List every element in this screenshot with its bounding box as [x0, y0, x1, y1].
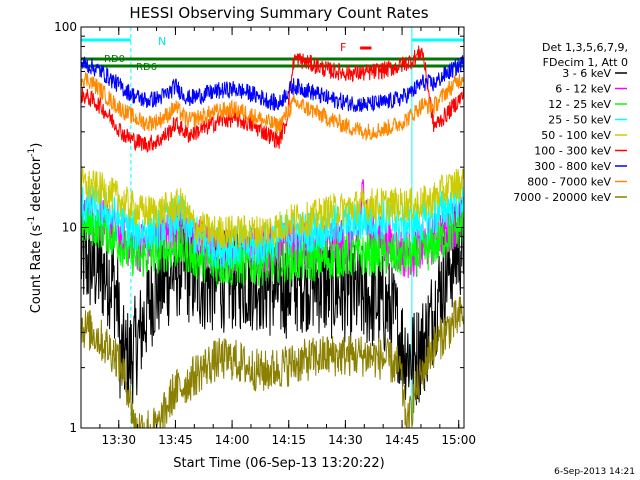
rd-flag-label-2: RD6	[136, 62, 157, 73]
legend-entry-label: 7000 - 20000 keV	[513, 191, 611, 204]
tick-layer: 13:30 13:45 14:00 14:15 14:30 14:45 15:00 1 10 10…	[54, 20, 476, 447]
legend-entry-label: 300 - 800 keV	[534, 160, 611, 173]
x-tick-label: 14:00	[215, 433, 250, 447]
series-line	[81, 199, 464, 406]
legend-entry-label: 12 - 25 keV	[548, 98, 611, 111]
legend-entry-label: 800 - 7000 keV	[527, 176, 611, 189]
series-line	[81, 45, 464, 153]
x-tick-label: 15:00	[441, 433, 476, 447]
x-axis-label: Start Time (06-Sep-13 13:20:22)	[173, 456, 384, 471]
x-tick-label: 14:45	[385, 433, 420, 447]
y-axis-label-main: Count Rate (s	[29, 225, 44, 314]
legend-header: Det 1,3,5,6,7,9,	[542, 41, 628, 54]
series-line	[81, 296, 464, 428]
y-tick-label: 1	[69, 421, 77, 435]
legend-entry-label: 25 - 50 keV	[548, 114, 611, 127]
series-line	[81, 55, 464, 113]
y-tick-label: 10	[62, 221, 77, 235]
y-axis-label-mid: detector	[29, 156, 44, 216]
x-tick-label: 14:15	[271, 433, 306, 447]
rd-flag-label: RD0	[104, 54, 125, 65]
y-axis-label: Count Rate (s-1 detector-1)	[27, 143, 44, 314]
chart-title: HESSI Observing Summary Count Rates	[129, 4, 428, 22]
x-tick-label: 14:30	[328, 433, 363, 447]
series-line	[81, 180, 464, 269]
series-line	[81, 72, 464, 141]
series-line	[81, 167, 464, 250]
series-layer	[81, 45, 464, 428]
legend-entry-label: 100 - 300 keV	[534, 145, 611, 158]
x-tick-label: 13:45	[158, 433, 193, 447]
legend-header: FDecim 1, Att 0	[543, 56, 628, 69]
y-axis-label-sup1: -1	[27, 216, 37, 225]
legend: Det 1,3,5,6,7,9, FDecim 1, Att 03 - 6 keV…	[513, 41, 628, 204]
y-tick-label: 100	[54, 20, 77, 34]
series-line	[81, 202, 464, 287]
y-axis-label-sup2: -1	[27, 148, 37, 157]
flare-flag-label: F	[340, 41, 346, 54]
legend-entry-label: 3 - 6 keV	[562, 67, 611, 80]
night-flag-label: N	[158, 35, 166, 48]
y-axis-label-end: )	[29, 143, 44, 148]
legend-entry-label: 50 - 100 keV	[541, 129, 611, 142]
footer-date: 6-Sep-2013 14:21	[554, 467, 635, 477]
x-tick-label: 13:30	[101, 433, 136, 447]
legend-entry-label: 6 - 12 keV	[555, 83, 611, 96]
